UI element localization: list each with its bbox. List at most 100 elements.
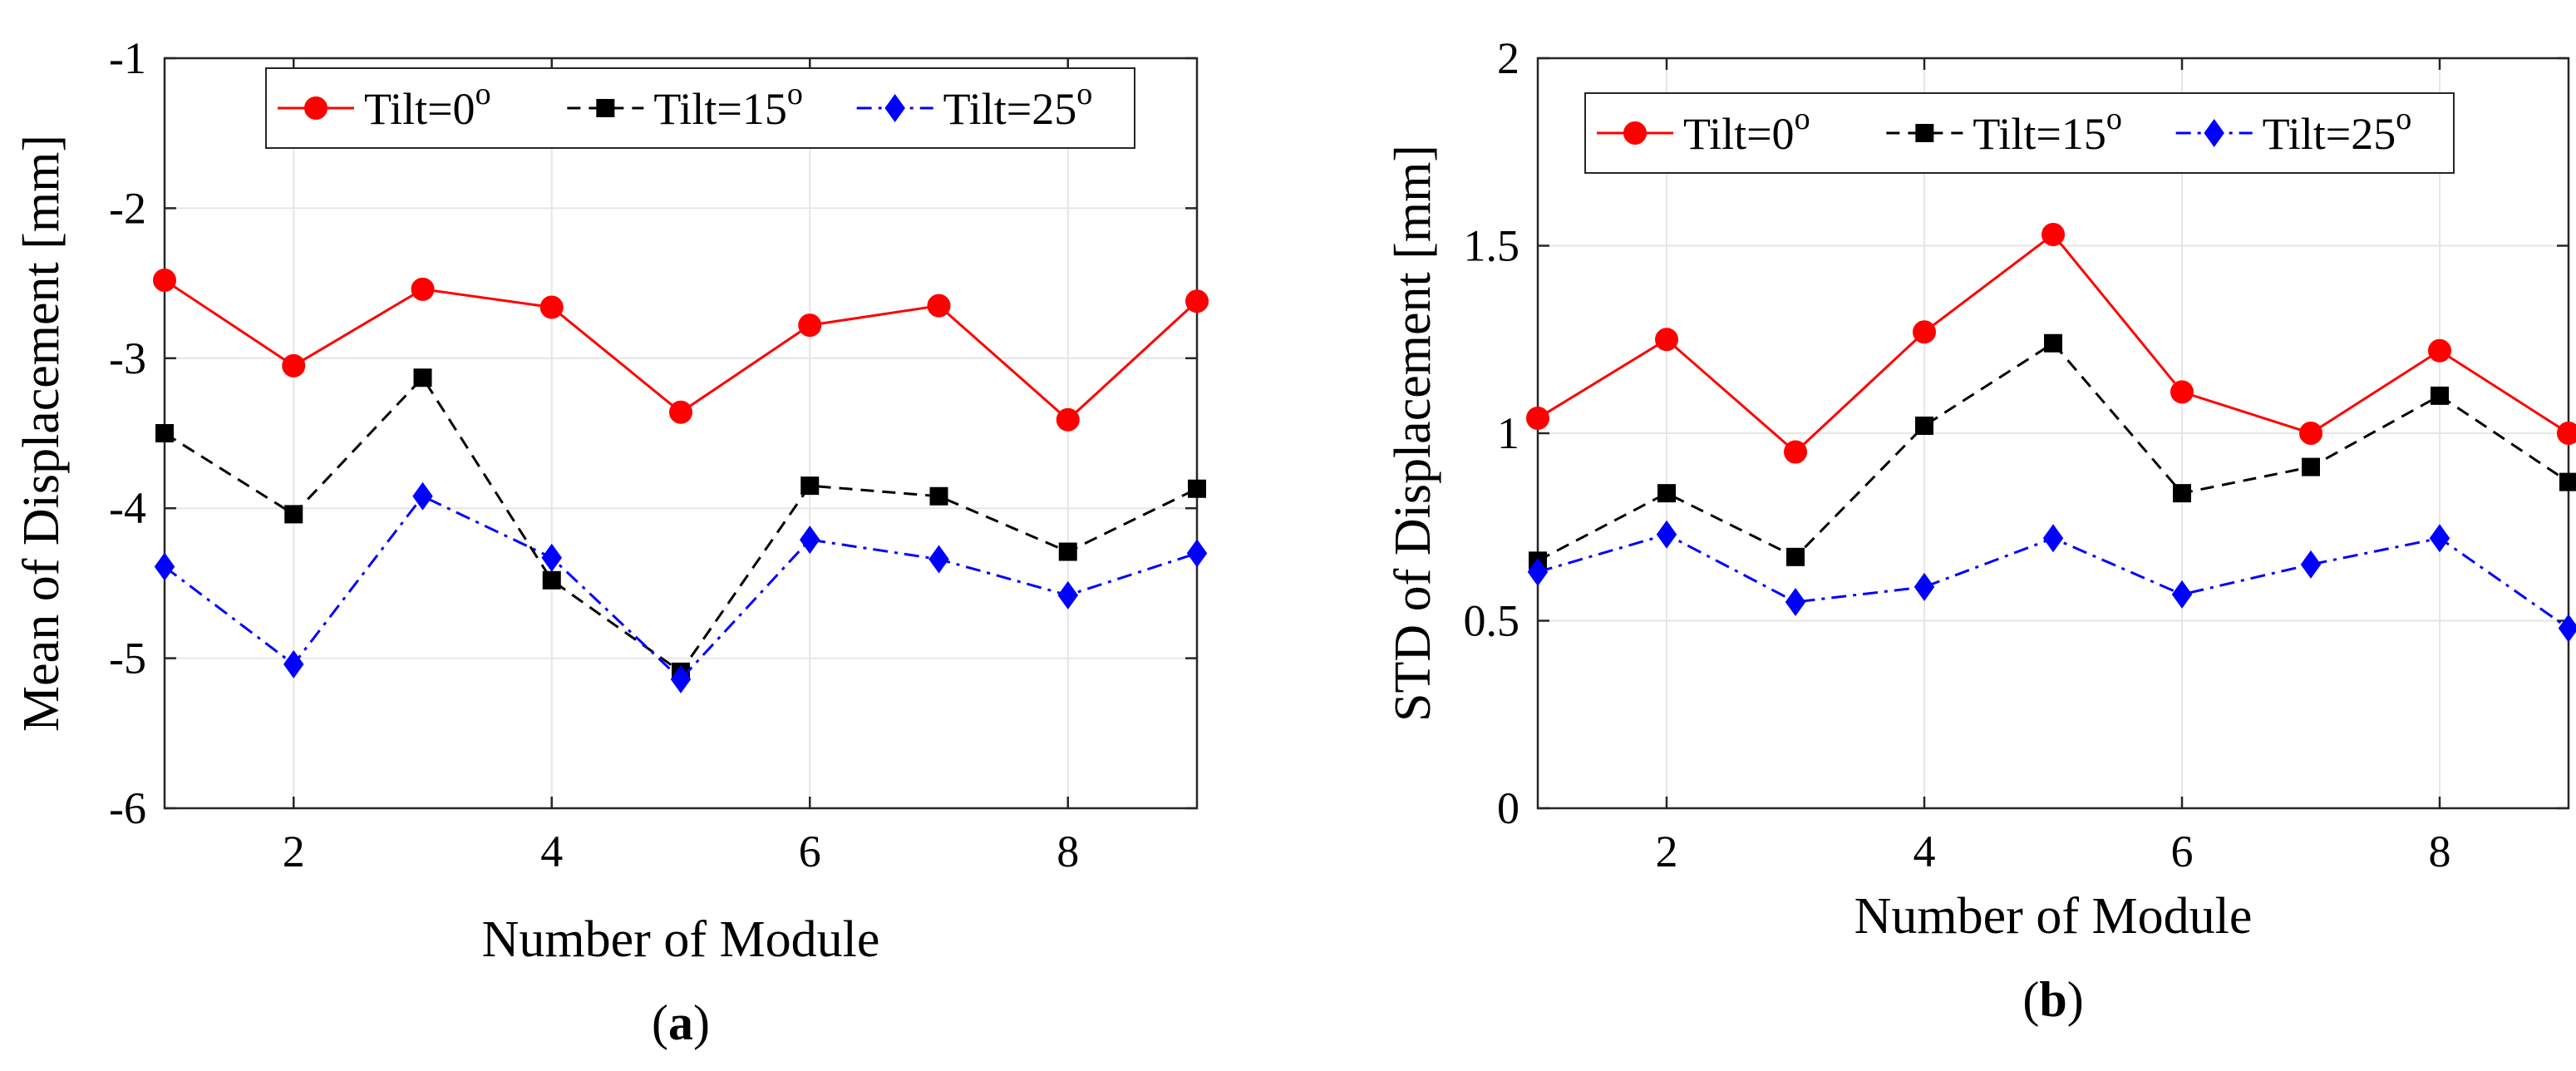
y-tick-label: 2 [1497, 33, 1519, 83]
y-tick-label: 0 [1497, 783, 1519, 833]
data-point [929, 486, 948, 506]
legend-entry-label: Tilt=15 [653, 84, 787, 134]
data-point [283, 649, 304, 679]
y-axis-label: STD of Displacement [mm] [1385, 145, 1441, 722]
data-point [1527, 557, 1549, 586]
data-point [284, 505, 303, 524]
series-circle [153, 268, 1209, 432]
legend-box [1584, 92, 2455, 174]
data-point [542, 570, 561, 590]
legend-entry: Tilt=25o [2263, 101, 2412, 159]
legend-marker [304, 96, 328, 120]
x-tick-label: 8 [1057, 827, 1079, 876]
data-point [1655, 328, 1678, 352]
data-point [800, 476, 820, 496]
y-tick-label: 1.5 [1464, 221, 1520, 271]
x-axis-label: Number of Module [1854, 888, 2253, 945]
series-line [164, 494, 1198, 681]
y-tick-label: 1 [1497, 408, 1519, 458]
panel-label-close: ) [693, 995, 710, 1050]
data-point [2428, 338, 2451, 363]
series-diamond [154, 481, 1208, 693]
data-point [670, 664, 692, 693]
x-axis-label: Number of Module [482, 911, 880, 968]
legend-entry-label: Tilt=25 [2263, 109, 2396, 159]
data-point [541, 543, 562, 572]
panel-label-open: ( [652, 995, 668, 1050]
data-point [154, 552, 175, 581]
chart-panel-b: 2 4 6 8 0 0.5 1 1.5 2 Number of Module STD of Disp… [1385, 33, 2576, 1027]
legend-entry-superscript: o [2396, 101, 2411, 136]
y-tick-label: -3 [109, 333, 146, 383]
legend-entry-label: Tilt=0 [364, 84, 475, 134]
x-tick-label: 6 [799, 827, 821, 876]
legend-entry-superscript: o [2106, 101, 2122, 136]
y-tick-label: -2 [109, 183, 146, 233]
data-point [2170, 380, 2194, 404]
data-point [2042, 524, 2064, 553]
chart-panel-a: 2 4 6 8 -6 -5 -4 -3 -2 -1 Number of Module Mean of … [13, 33, 1209, 1050]
x-tick-label: 6 [2171, 827, 2194, 876]
data-point [1784, 440, 1807, 464]
data-point [413, 368, 432, 387]
data-point [2171, 580, 2193, 609]
data-point [2173, 484, 2191, 503]
series-line [164, 279, 1199, 422]
data-point [2429, 524, 2450, 553]
x-tick-label: 8 [2429, 827, 2451, 876]
data-point [411, 277, 435, 301]
data-point [1057, 580, 1078, 610]
y-tick-label: 0.5 [1464, 596, 1520, 646]
legend-entry-superscript: o [475, 76, 491, 111]
data-point [669, 400, 692, 424]
legend-box [265, 67, 1135, 149]
y-axis-label: Mean of Displacement [mm] [13, 135, 70, 732]
data-point [1186, 539, 1208, 568]
legend-entry: Tilt=15o [653, 76, 803, 134]
data-point [1526, 406, 1549, 430]
panel-label: (b) [2022, 972, 2083, 1027]
legend-entry: Tilt=15o [1973, 101, 2122, 159]
data-point [1058, 542, 1077, 561]
x-tick-label: 4 [1914, 827, 1936, 876]
legend-entry-label: Tilt=0 [1683, 109, 1795, 159]
x-tick-label: 4 [540, 827, 563, 876]
panel-label-close: ) [2067, 972, 2084, 1027]
data-point [155, 424, 174, 442]
data-point [2042, 222, 2065, 246]
data-point [1185, 289, 1209, 313]
data-point [2559, 472, 2576, 491]
data-point [2558, 614, 2576, 643]
legend-entry: Tilt=0o [364, 76, 491, 134]
data-point [2302, 457, 2320, 476]
data-point [412, 481, 433, 511]
x-tick-label: 2 [1656, 827, 1678, 876]
data-point [800, 526, 820, 555]
data-point [1915, 416, 1933, 435]
legend-marker [596, 99, 615, 117]
legend-entry-superscript: o [1076, 76, 1092, 111]
legend-marker [2204, 119, 2224, 147]
data-point [1188, 479, 1206, 498]
legend-marker [1915, 124, 1934, 142]
data-point [1913, 320, 1936, 344]
x-tick-label: 2 [283, 827, 305, 876]
y-tick-label: -5 [109, 634, 146, 684]
data-point [2431, 386, 2449, 405]
data-point [282, 353, 306, 378]
panel-label-open: ( [2022, 972, 2039, 1027]
data-point [1657, 484, 1676, 503]
legend-entry-superscript: o [787, 76, 803, 111]
y-tick-label: -1 [109, 33, 146, 83]
y-tick-label: -6 [109, 783, 146, 833]
legend-entry-label: Tilt=25 [943, 84, 1077, 134]
data-point [1914, 572, 1935, 601]
legend-marker [1623, 121, 1647, 145]
data-point [2044, 333, 2062, 353]
series-diamond [1527, 520, 2576, 643]
data-point [927, 294, 951, 318]
legend-marker [884, 94, 905, 122]
y-tick-label: -4 [109, 483, 146, 533]
data-point [153, 268, 176, 292]
